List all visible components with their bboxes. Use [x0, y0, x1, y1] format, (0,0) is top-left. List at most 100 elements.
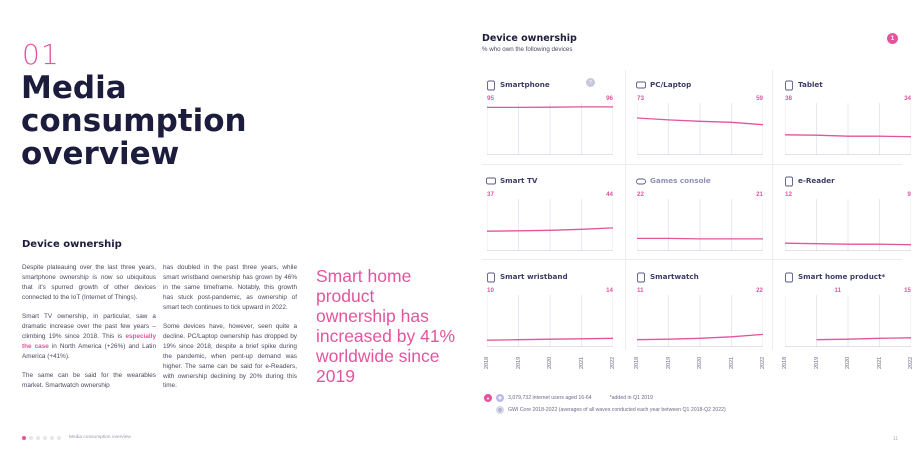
series-line [785, 134, 911, 138]
x-tick-label: 2022 [908, 356, 914, 369]
page-number: 11 [892, 436, 898, 442]
left-page: 01 Media consumption overview Device own… [21, 38, 456, 440]
panel-smart-home-product: Smart home product* 11 15 [780, 262, 918, 356]
wristband-icon [486, 270, 495, 283]
x-tick-label: 2019 [515, 356, 522, 369]
series-line [785, 242, 911, 246]
small-multiples-grid: Smartphone? 95 96 PC/Laptop 73 59 Tablet 38 34 Sm… [482, 70, 911, 375]
x-tick-label: 2021 [876, 356, 883, 369]
panel-smartwatch: Smartwatch 11 22 [632, 262, 770, 356]
series-line [487, 106, 613, 109]
end-value-label: 44 [606, 191, 613, 198]
start-value-label: 22 [637, 191, 644, 198]
panel-label: PC/Laptop [650, 80, 692, 89]
note-row: ◎ GWI Core 2018-2022 (averages of all wa… [484, 404, 726, 416]
divider [625, 70, 626, 350]
globe-icon: ◉ [496, 394, 504, 402]
chapter-number: 01 [22, 38, 60, 71]
end-value-label: 34 [904, 95, 911, 102]
page-footer: Media consumption overview [22, 435, 131, 440]
added-note: *added in Q1 2019 [609, 395, 653, 401]
body-column-1: Despite plateauing over the last three y… [22, 263, 156, 400]
line-plot [637, 103, 763, 155]
section-heading: Device ownership [22, 239, 122, 250]
series-line [816, 337, 911, 341]
paragraph: has doubled in the past three years, whi… [163, 264, 297, 311]
divider [482, 164, 902, 165]
panel-label: e-Reader [798, 176, 835, 185]
line-plot [637, 199, 763, 251]
x-tick-label: 2022 [610, 356, 616, 369]
x-axis-labels: 2018 2019 2020 2021 2022 2018 2019 2020 2021 2022… [482, 350, 914, 380]
smartwatch-icon [636, 270, 645, 283]
x-tick-label: 2018 [634, 356, 640, 369]
panel-label: Smart TV [500, 176, 538, 185]
line-plot [785, 199, 911, 251]
series-line [487, 227, 613, 232]
body-column-2: has doubled in the past three years, whi… [163, 263, 297, 401]
x-tick-label: 2020 [845, 356, 851, 369]
start-value-label: 95 [487, 95, 494, 102]
line-plot [785, 103, 911, 155]
end-value-label: 22 [756, 287, 763, 294]
sample-note: 3,079,732 internet users aged 16-64 [508, 395, 592, 401]
series-line [637, 117, 763, 126]
line-plot [487, 295, 613, 347]
panel-games-console: Games console 22 21 [632, 166, 770, 260]
x-tick-label: 2018 [484, 356, 490, 369]
chart-title: Device ownership [482, 33, 577, 44]
start-value-label: 12 [785, 191, 792, 198]
x-tick-label: 2020 [547, 356, 553, 369]
paragraph: The same can be said for the wearables m… [22, 372, 156, 390]
end-value-label: 9 [907, 191, 911, 198]
series-line [637, 237, 763, 240]
end-value-label: 15 [904, 287, 911, 294]
people-icon: ● [484, 394, 492, 402]
start-value-label: 10 [487, 287, 494, 294]
start-value-label: 11 [834, 287, 842, 294]
line-plot [785, 295, 911, 347]
right-page: Device ownership % who own the following… [470, 0, 920, 460]
panel-smart-tv: Smart TV 37 44 [482, 166, 620, 260]
nav-dot[interactable] [50, 435, 54, 440]
end-value-label: 96 [606, 95, 613, 102]
x-tick-label: 2018 [782, 356, 788, 369]
start-value-label: 11 [637, 287, 644, 294]
nav-dot[interactable] [29, 435, 33, 440]
panel-label: Smartwatch [650, 272, 699, 281]
ereader-icon [784, 174, 793, 187]
x-tick-label: 2021 [578, 356, 585, 369]
highlight-link[interactable]: especially the case [22, 332, 156, 350]
footer-label: Media consumption overview [69, 435, 131, 440]
line-plot [637, 295, 763, 347]
info-icon[interactable]: ? [586, 78, 595, 87]
end-value-label: 14 [606, 287, 613, 294]
start-value-label: 38 [785, 95, 792, 102]
nav-dot-active[interactable] [22, 435, 26, 440]
nav-dot[interactable] [36, 435, 40, 440]
end-value-label: 59 [756, 95, 763, 102]
note-row: ● ◉ 3,079,732 internet users aged 16-64 … [484, 392, 726, 404]
paragraph: Despite plateauing over the last three y… [22, 264, 156, 301]
paragraph: Smart TV ownership, in particular, saw a… [22, 312, 156, 362]
panel-smart-wristband: Smart wristband 10 14 [482, 262, 620, 356]
start-value-label: 73 [637, 95, 644, 102]
gamepad-icon [636, 174, 646, 185]
pull-quote: Smart home product ownership has increas… [316, 266, 456, 386]
page-number-badge: 1 [887, 33, 898, 44]
x-tick-label: 2020 [697, 356, 703, 369]
nav-dot[interactable] [57, 435, 61, 440]
panel-label: Smart home product* [798, 272, 886, 281]
series-line [487, 337, 613, 341]
divider [772, 70, 773, 350]
laptop-icon [636, 78, 646, 89]
source-icon: ◎ [496, 406, 504, 414]
chapter-title: Media consumption overview [21, 70, 247, 172]
line-plot [487, 199, 613, 251]
paragraph-text: in North America (+26%) and Latin Americ… [22, 342, 156, 360]
panel-label: Smartphone [500, 80, 550, 89]
smartphone-icon [486, 78, 495, 91]
nav-dot[interactable] [43, 435, 47, 440]
source-note: GWI Core 2018-2022 (averages of all wave… [508, 407, 726, 413]
x-tick-label: 2021 [728, 356, 735, 369]
